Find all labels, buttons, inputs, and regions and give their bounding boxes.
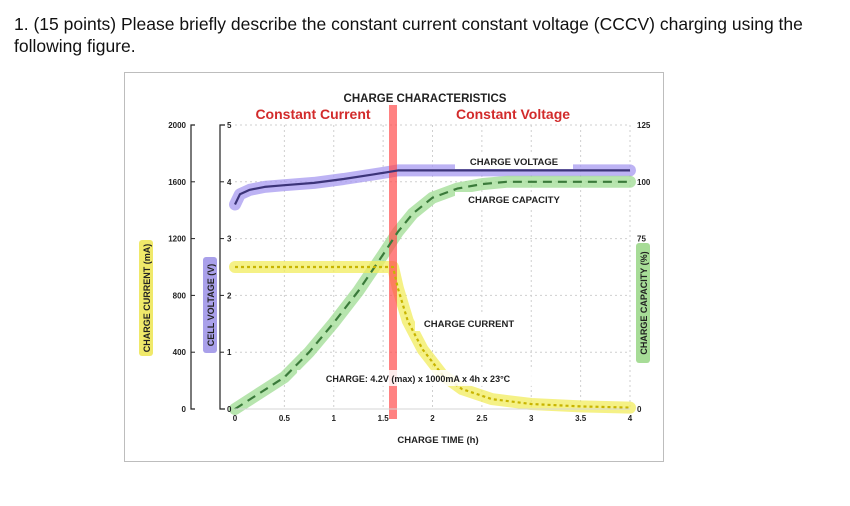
voltage-axis-line [219,124,225,410]
question-text: 1. (15 points) Please briefly describe t… [14,14,803,56]
series-label-voltage-text: CHARGE VOLTAGE [470,157,558,168]
capacity-tick-label: 100 [637,178,651,187]
charge-annotation: CHARGE: 4.2V (max) x 1000mA x 4h x 23°C [297,370,539,386]
x-tick-label: 0.5 [279,414,291,423]
tick-labels: 0 0.5 1 1.5 2 2.5 3 3.5 404008001200160020000123… [168,121,651,423]
y-axis-title-voltage: CELL VOLTAGE (V) [203,257,217,353]
series-line-charge-current [235,265,631,409]
x-tick-label: 3.5 [575,414,587,423]
series-label-capacity: CHARGE CAPACITY [455,192,573,207]
chart-title: CHARGE CHARACTERISTICS [344,93,507,105]
current-tick-label: 2000 [168,121,186,130]
phase-label-constant-voltage: Constant Voltage [456,106,570,122]
current-tick-label: 800 [173,291,187,300]
phase-label-constant-current: Constant Current [255,106,370,122]
voltage-tick-label: 4 [227,178,232,187]
x-tick-label: 4 [628,414,633,423]
x-tick-label: 1 [332,414,337,423]
series-label-current-text: CHARGE CURRENT [424,319,514,330]
x-tick-label: 0 [233,414,238,423]
series-lines [234,169,631,410]
phase-boundary-marker [389,105,397,419]
current-axis-line [190,124,195,410]
x-tick-label: 2 [430,414,435,423]
charge-chart: 0 0.5 1 1.5 2 2.5 3 3.5 404008001200160020000123… [139,93,651,446]
current-tick-label: 1600 [168,178,186,187]
y-axis-title-current: CHARGE CURRENT (mA) [139,240,153,356]
series-label-capacity-text: CHARGE CAPACITY [468,195,560,206]
series-label-voltage: CHARGE VOLTAGE [455,153,573,169]
y-axis-title-capacity: CHARGE CAPACITY (%) [636,243,650,363]
voltage-tick-label: 5 [227,121,232,130]
current-tick-label: 1200 [168,235,186,244]
x-tick-label: 3 [529,414,534,423]
current-tick-label: 0 [182,405,187,414]
series-line-charge-voltage [234,169,630,205]
voltage-tick-label: 0 [227,405,232,414]
capacity-tick-label: 0 [637,405,642,414]
series-line-charge-capacity [234,180,630,410]
x-tick-label: 2.5 [476,414,488,423]
y-axis-title-voltage-text: CELL VOLTAGE (V) [206,264,216,347]
capacity-tick-label: 75 [637,235,646,244]
x-tick-label: 1.5 [378,414,390,423]
y-axis-title-current-text: CHARGE CURRENT (mA) [142,244,152,353]
series-label-current: CHARGE CURRENT [415,315,523,331]
charge-characteristics-figure: 0 0.5 1 1.5 2 2.5 3 3.5 4 0 400 800 1200 1600 2000 0 1 2 3… [124,72,664,462]
charge-annotation-text: CHARGE: 4.2V (max) x 1000mA x 4h x 23°C [326,374,511,384]
current-tick-label: 400 [173,348,187,357]
voltage-tick-label: 3 [227,235,232,244]
voltage-tick-label: 1 [227,348,232,357]
y-axis-title-capacity-text: CHARGE CAPACITY (%) [639,251,649,354]
capacity-tick-label: 125 [637,121,651,130]
voltage-tick-label: 2 [227,291,232,300]
x-axis-title: CHARGE TIME (h) [397,435,478,446]
